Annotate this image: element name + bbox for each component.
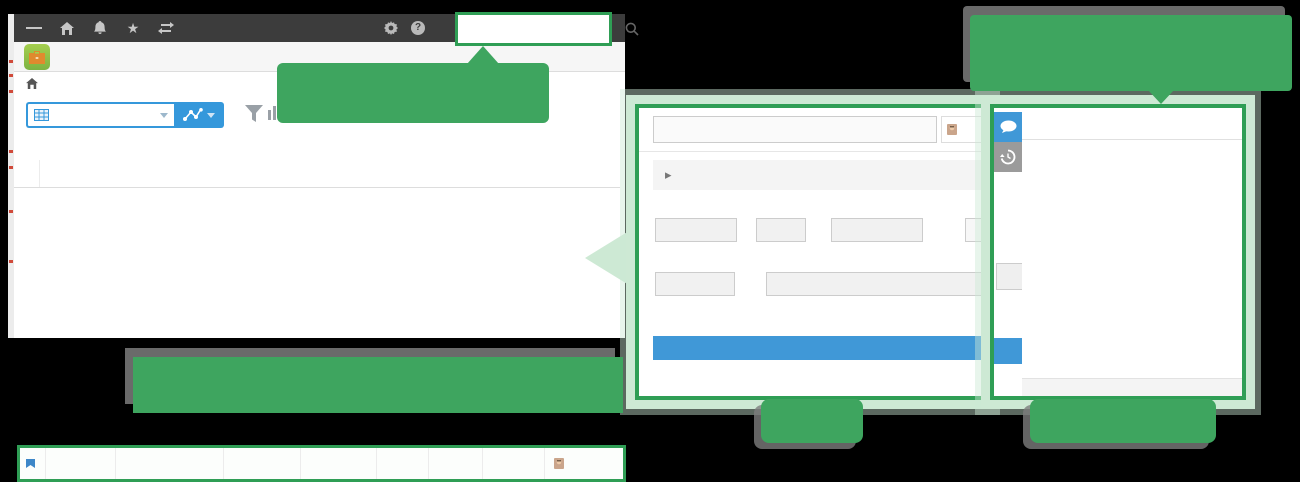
switch-apps-icon[interactable] — [158, 20, 174, 36]
selected-table-row[interactable] — [17, 445, 626, 482]
panel-arrow — [585, 226, 637, 290]
lead-title-cell — [46, 448, 116, 479]
comment-footer — [1022, 378, 1242, 396]
view-selector[interactable] — [26, 102, 224, 128]
chevron-down-icon — [160, 112, 168, 118]
clipped-field-fragment — [996, 263, 1022, 290]
estimate-total-cell — [483, 448, 546, 479]
comment-input[interactable] — [1022, 108, 1242, 140]
table-grid-icon — [34, 109, 49, 121]
history-tab[interactable] — [994, 142, 1022, 172]
home-icon[interactable] — [59, 20, 75, 36]
user-photo-icon — [947, 124, 957, 135]
callout-pointer — [467, 46, 499, 64]
callout-pointer — [1148, 90, 1174, 104]
breadcrumb-home-icon[interactable] — [26, 77, 38, 89]
assignee-field[interactable] — [941, 116, 981, 143]
search-icon[interactable] — [625, 22, 645, 36]
notifications-bell-icon[interactable] — [92, 20, 108, 36]
settings-gear-icon[interactable] — [383, 20, 399, 36]
breadcrumb[interactable] — [14, 72, 625, 94]
record-sliver — [994, 172, 1022, 396]
price-field[interactable] — [655, 218, 737, 242]
department-cell — [224, 448, 301, 479]
comment-area — [1022, 108, 1242, 396]
editing-flag-icon — [26, 458, 35, 468]
user-photo-icon — [553, 458, 564, 469]
toolbar — [14, 102, 625, 128]
chevron-right-icon: ▸ — [665, 167, 672, 182]
comment-tab-column — [994, 108, 1022, 396]
communicate-callout — [970, 15, 1292, 91]
search-callout — [277, 63, 549, 123]
contact-name-cell — [301, 448, 378, 479]
communication-label — [1030, 399, 1216, 443]
node-graph-icon — [183, 108, 203, 121]
history-clock-icon — [1000, 149, 1016, 165]
contact-info-section[interactable]: ▸ — [653, 160, 981, 190]
help-icon[interactable]: ? — [411, 21, 425, 35]
next-action-field[interactable] — [766, 272, 981, 296]
search-input[interactable] — [458, 15, 625, 43]
clipped-activities-header-fragment — [994, 338, 1022, 364]
chevron-down-icon — [207, 112, 215, 118]
activities-table — [653, 336, 981, 360]
update-callout — [133, 357, 623, 413]
leads-table — [14, 160, 626, 482]
filter-funnel-icon[interactable] — [244, 105, 264, 123]
window-edge — [8, 14, 14, 338]
leads-table-header — [14, 160, 620, 188]
speech-bubble-icon — [1000, 120, 1016, 133]
header-icon-col — [14, 160, 40, 187]
record-title-field[interactable] — [653, 116, 937, 143]
estimate-total-sales-field[interactable] — [831, 218, 923, 242]
chart-bars-icon[interactable] — [268, 106, 276, 120]
status-cell — [377, 448, 430, 479]
menu-icon[interactable] — [26, 20, 42, 36]
graph-button[interactable] — [174, 102, 224, 128]
estimate-purchase-cell — [429, 448, 484, 479]
comments-tab[interactable] — [994, 112, 1022, 142]
record-title-row — [639, 108, 981, 152]
global-search-highlight — [455, 12, 639, 46]
record-detail-panel: ▸ — [635, 104, 985, 400]
app-briefcase-icon — [24, 44, 50, 70]
data-label — [761, 399, 863, 443]
communication-panel — [990, 104, 1246, 400]
next-action-date-field[interactable] — [655, 272, 735, 296]
quantity-field[interactable] — [756, 218, 806, 242]
favorites-star-icon[interactable]: ★ — [126, 19, 140, 36]
activities-header — [653, 336, 981, 360]
